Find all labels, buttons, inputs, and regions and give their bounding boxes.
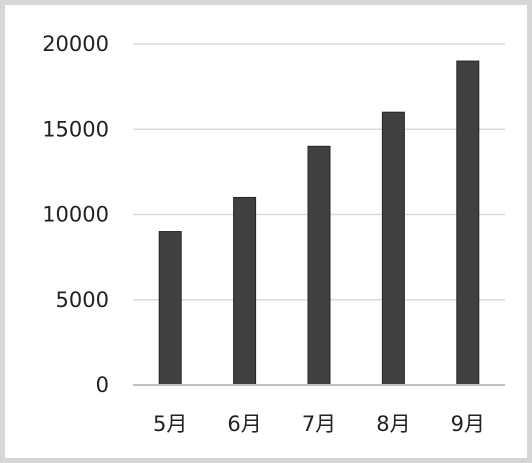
x-tick-label: 6月 [227,412,261,436]
y-tick-label: 20000 [42,32,109,56]
x-tick-label: 9月 [451,412,485,436]
bar [307,145,331,386]
x-tick-label: 7月 [302,412,336,436]
x-tick-label: 8月 [376,412,410,436]
y-tick-label: 0 [96,373,109,397]
x-tick-labels: 5月 6月 7月 8月 9月 [153,412,485,436]
x-tick-label: 5月 [153,412,187,436]
y-tick-label: 10000 [42,203,109,227]
y-tick-label: 5000 [56,288,109,312]
bars [158,60,480,386]
y-tick-labels: 0 5000 10000 15000 20000 [42,32,109,397]
bar [456,60,480,386]
bar [233,196,257,386]
bar [381,111,405,386]
y-tick-label: 15000 [42,117,109,141]
bar [158,231,182,386]
